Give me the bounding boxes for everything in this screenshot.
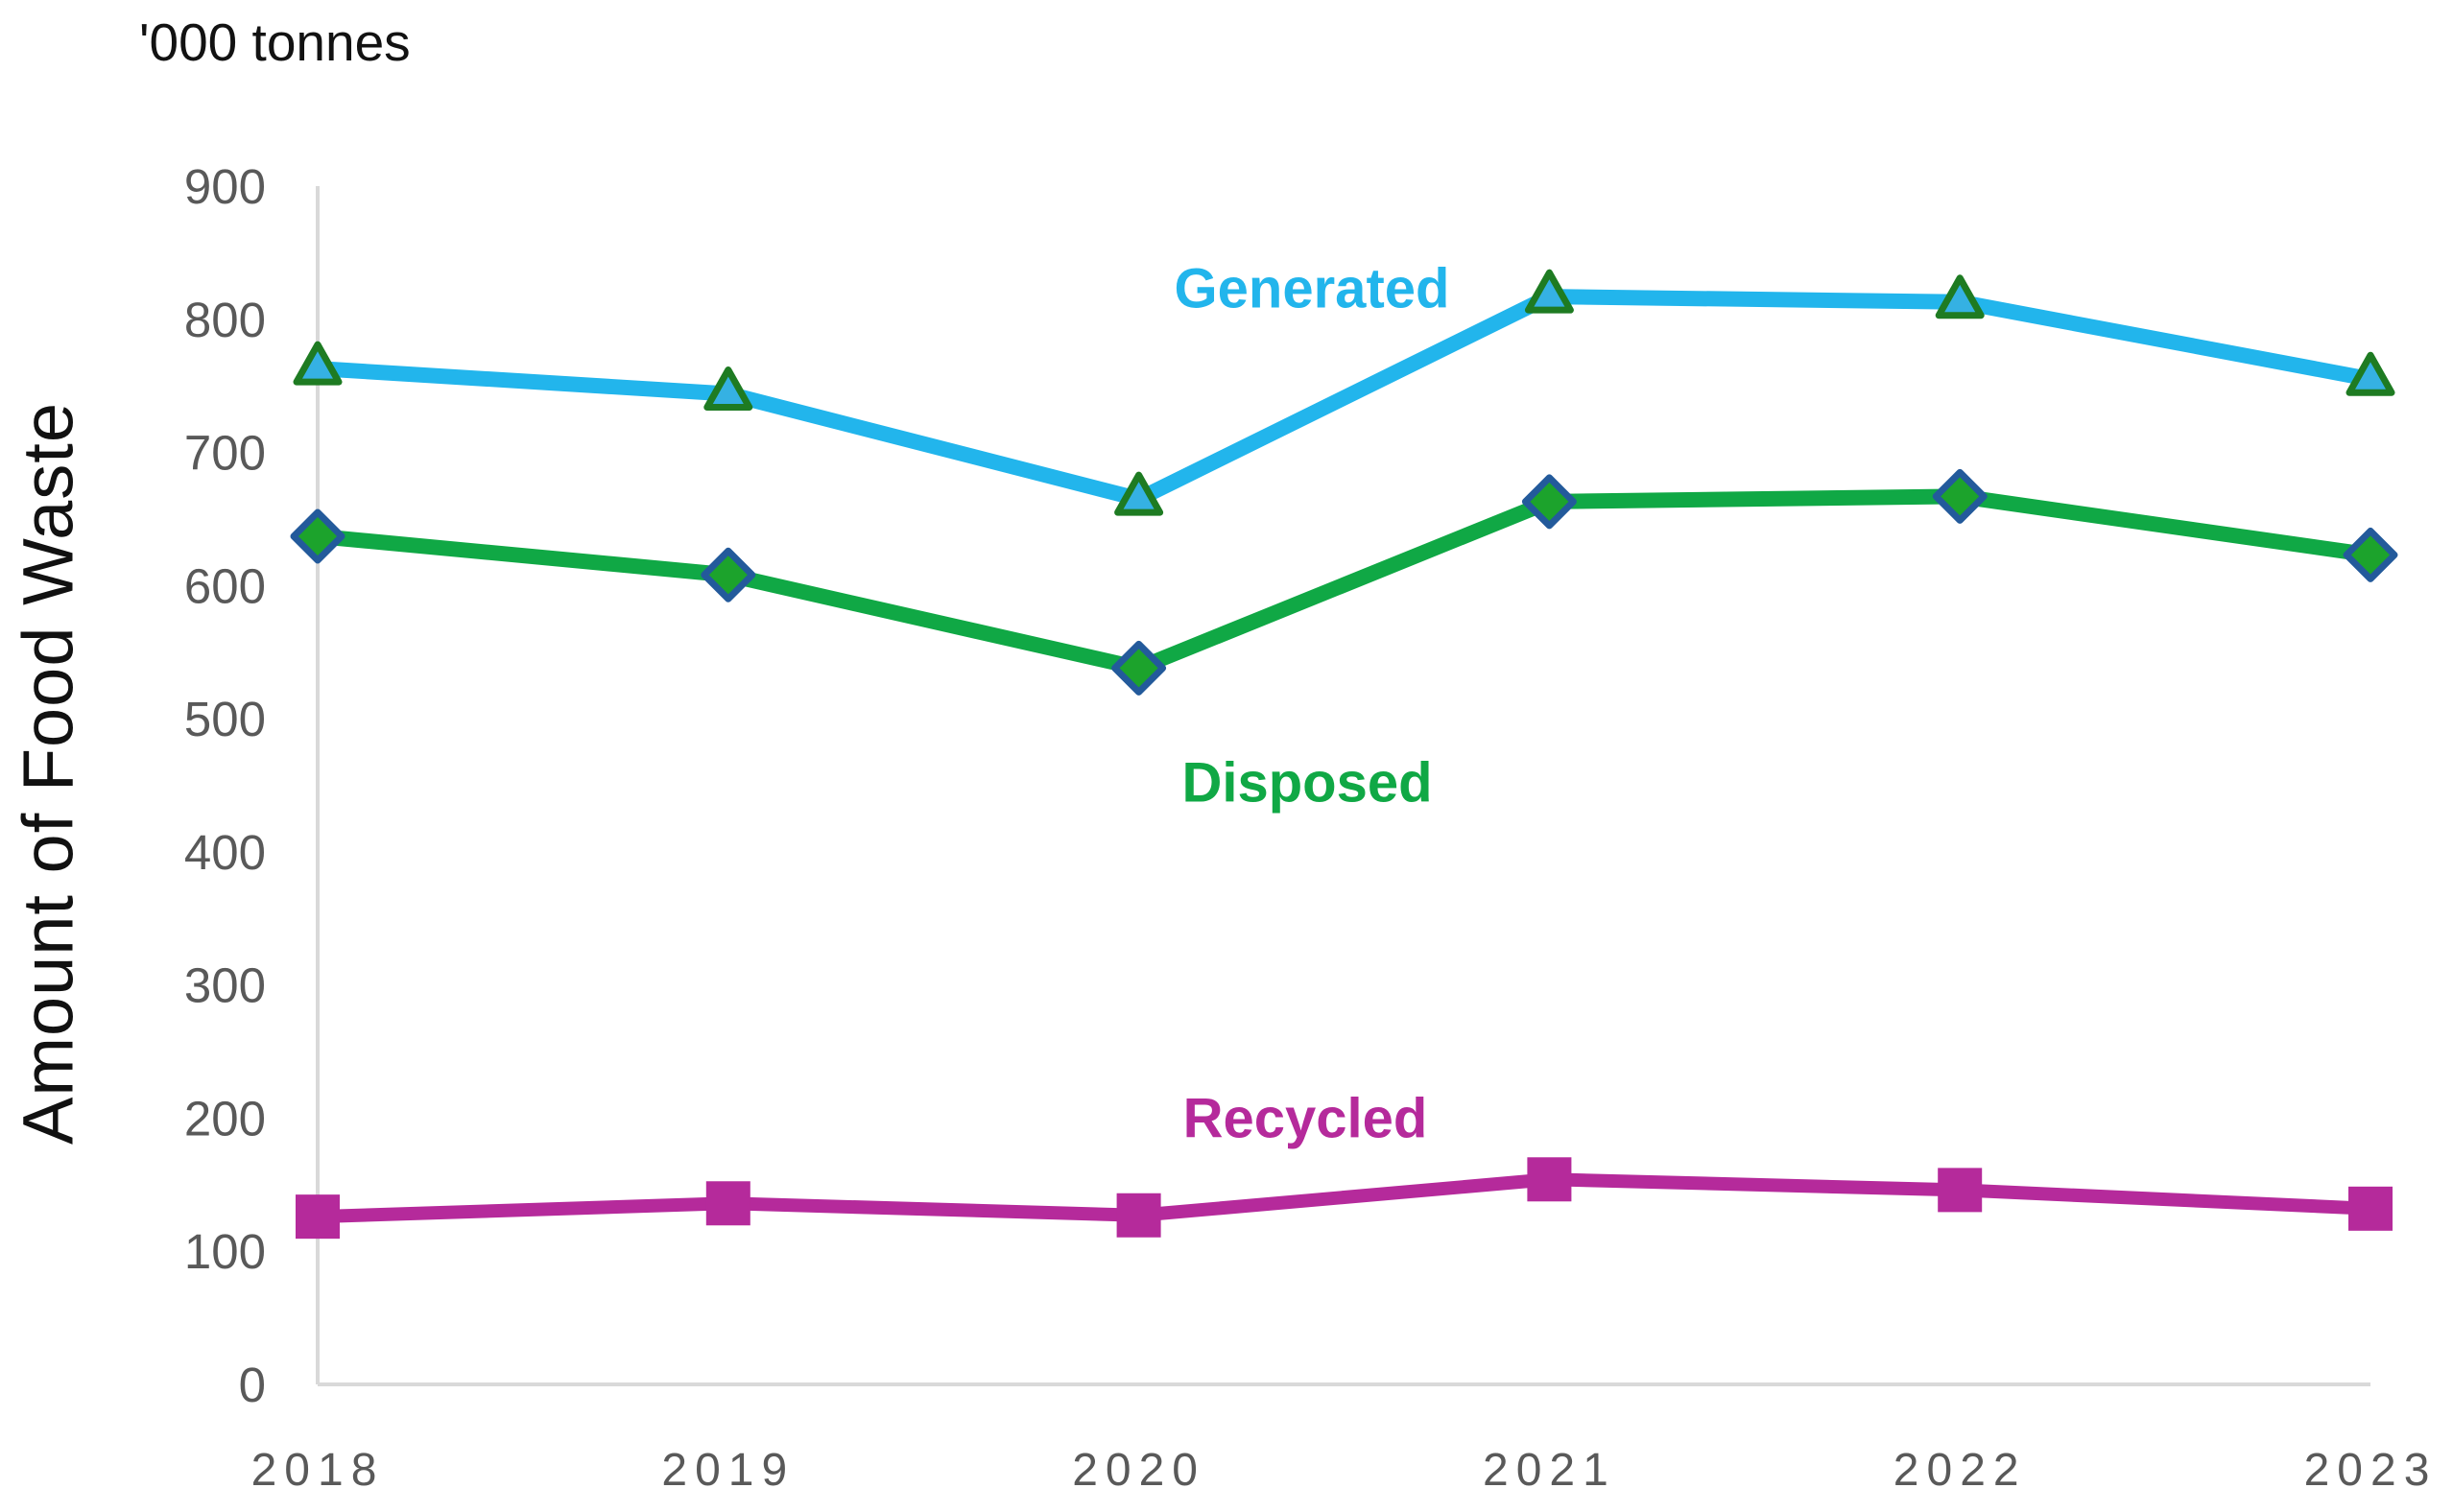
chart-unit-title: '000 tonnes (139, 12, 411, 72)
marker-recycled-2020 (1116, 1193, 1161, 1238)
y-tick-label-0: 0 (239, 1358, 266, 1412)
marker-recycled-2023 (2348, 1186, 2393, 1231)
marker-disposed-2019 (701, 547, 756, 602)
series-label-generated: Generated (1174, 257, 1450, 320)
y-tick-label-500: 500 (184, 692, 266, 746)
marker-disposed-2022 (1932, 468, 1988, 524)
series-line-recycled (311, 1172, 2377, 1224)
marker-disposed-2018 (290, 508, 345, 564)
x-tick-label-2018: 2018 (251, 1445, 385, 1496)
x-tick-label-2023: 2023 (2304, 1445, 2438, 1496)
marker-generated-2023 (2346, 351, 2395, 396)
y-tick-label-200: 200 (184, 1091, 266, 1146)
marker-generated-2019 (703, 366, 753, 411)
y-tick-label-700: 700 (184, 426, 266, 481)
marker-recycled-2022 (1938, 1168, 1983, 1213)
x-tick-label-2019: 2019 (661, 1445, 795, 1496)
x-tick-label-2022: 2022 (1893, 1445, 2027, 1496)
marker-disposed-2023 (2343, 527, 2398, 582)
marker-generated-2021 (1524, 269, 1574, 314)
y-tick-label-300: 300 (184, 958, 266, 1013)
marker-generated-2018 (293, 341, 343, 386)
marker-generated-2022 (1935, 274, 1985, 319)
marker-recycled-2018 (296, 1194, 340, 1240)
marker-recycled-2019 (705, 1181, 750, 1226)
series-label-disposed: Disposed (1181, 751, 1433, 815)
marker-disposed-2020 (1111, 640, 1167, 696)
series-line-disposed (310, 488, 2378, 676)
series-label-recycled: Recycled (1182, 1087, 1428, 1150)
series-line-generated (310, 289, 2378, 508)
x-tick-label-2020: 2020 (1072, 1445, 1205, 1496)
y-tick-label-800: 800 (184, 293, 266, 347)
y-tick-label-900: 900 (184, 159, 266, 214)
y-tick-label-100: 100 (184, 1224, 266, 1279)
y-tick-label-600: 600 (184, 558, 266, 613)
marker-generated-2020 (1114, 471, 1164, 516)
marker-recycled-2021 (1527, 1157, 1572, 1202)
y-tick-label-400: 400 (184, 825, 266, 880)
x-tick-label-2021: 2021 (1483, 1445, 1616, 1496)
marker-disposed-2021 (1521, 474, 1577, 530)
